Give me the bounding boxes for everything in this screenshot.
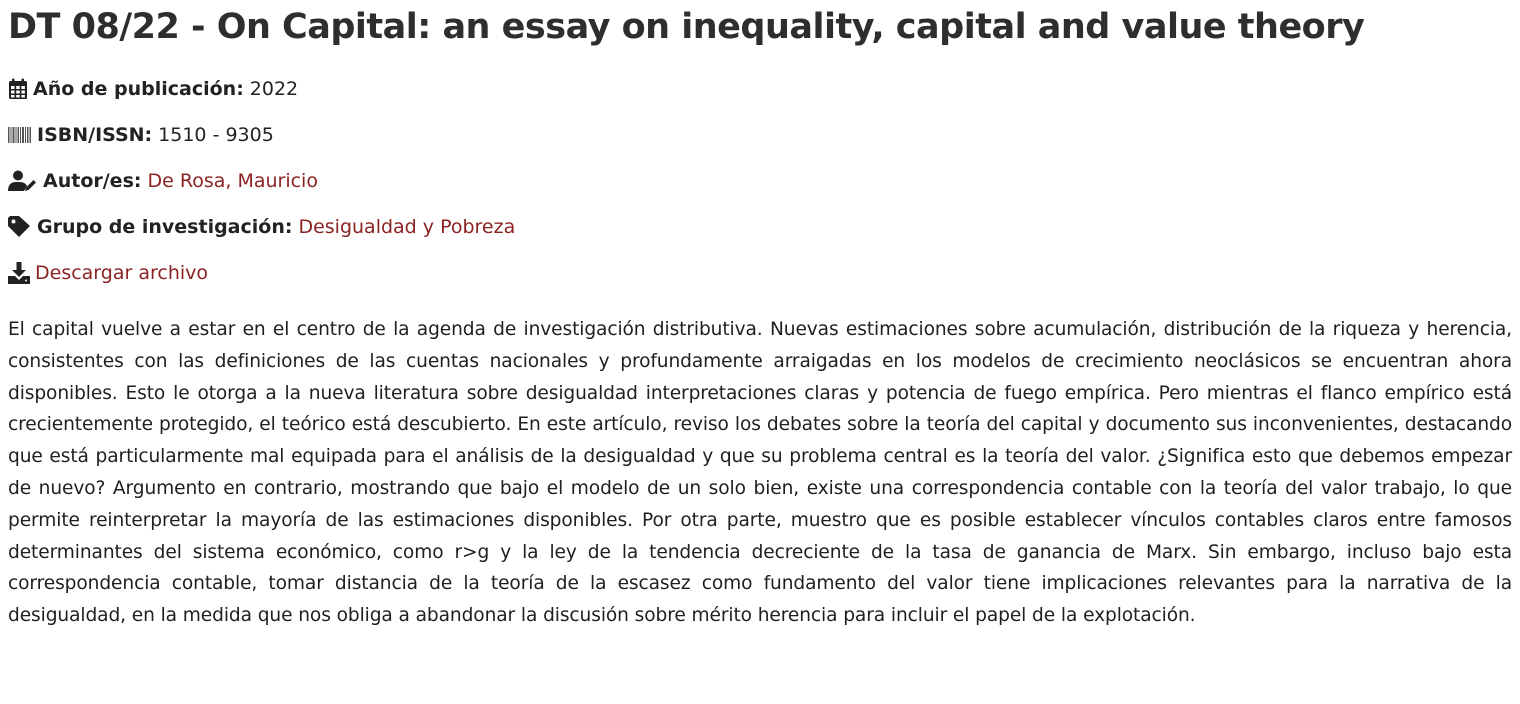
metadata-list: Año de publicación: 2022 ISBN/ISSN:: [8, 66, 1512, 296]
authors-label: Autor/es:: [43, 170, 142, 192]
isbn-label: ISBN/ISSN:: [37, 124, 153, 146]
research-group-label: Grupo de investigación:: [37, 216, 293, 238]
download-row: Descargar archivo: [8, 250, 1512, 296]
publication-page: DT 08/22 - On Capital: an essay on inequ…: [8, 7, 1512, 627]
research-group-link[interactable]: Desigualdad y Pobreza: [298, 216, 516, 238]
download-link[interactable]: Descargar archivo: [35, 262, 209, 284]
year-row: Año de publicación: 2022: [8, 66, 1512, 112]
abstract-text: El capital vuelve a estar en el centro d…: [8, 319, 1512, 627]
page-title: DT 08/22 - On Capital: an essay on inequ…: [8, 7, 1365, 47]
author-link[interactable]: De Rosa, Mauricio: [147, 170, 318, 192]
tag-icon: [8, 216, 32, 238]
user-edit-icon: [8, 170, 38, 192]
barcode-icon: [8, 126, 32, 144]
calendar-icon: [8, 78, 28, 100]
download-icon: [8, 262, 30, 284]
year-label: Año de publicación:: [33, 78, 244, 100]
research-group-row: Grupo de investigación: Desigualdad y Po…: [8, 204, 1512, 250]
authors-row: Autor/es: De Rosa, Mauricio: [8, 158, 1512, 204]
year-value: 2022: [249, 78, 299, 100]
isbn-value: 1510 - 9305: [158, 124, 274, 146]
isbn-row: ISBN/ISSN: 1510 - 9305: [8, 112, 1512, 158]
